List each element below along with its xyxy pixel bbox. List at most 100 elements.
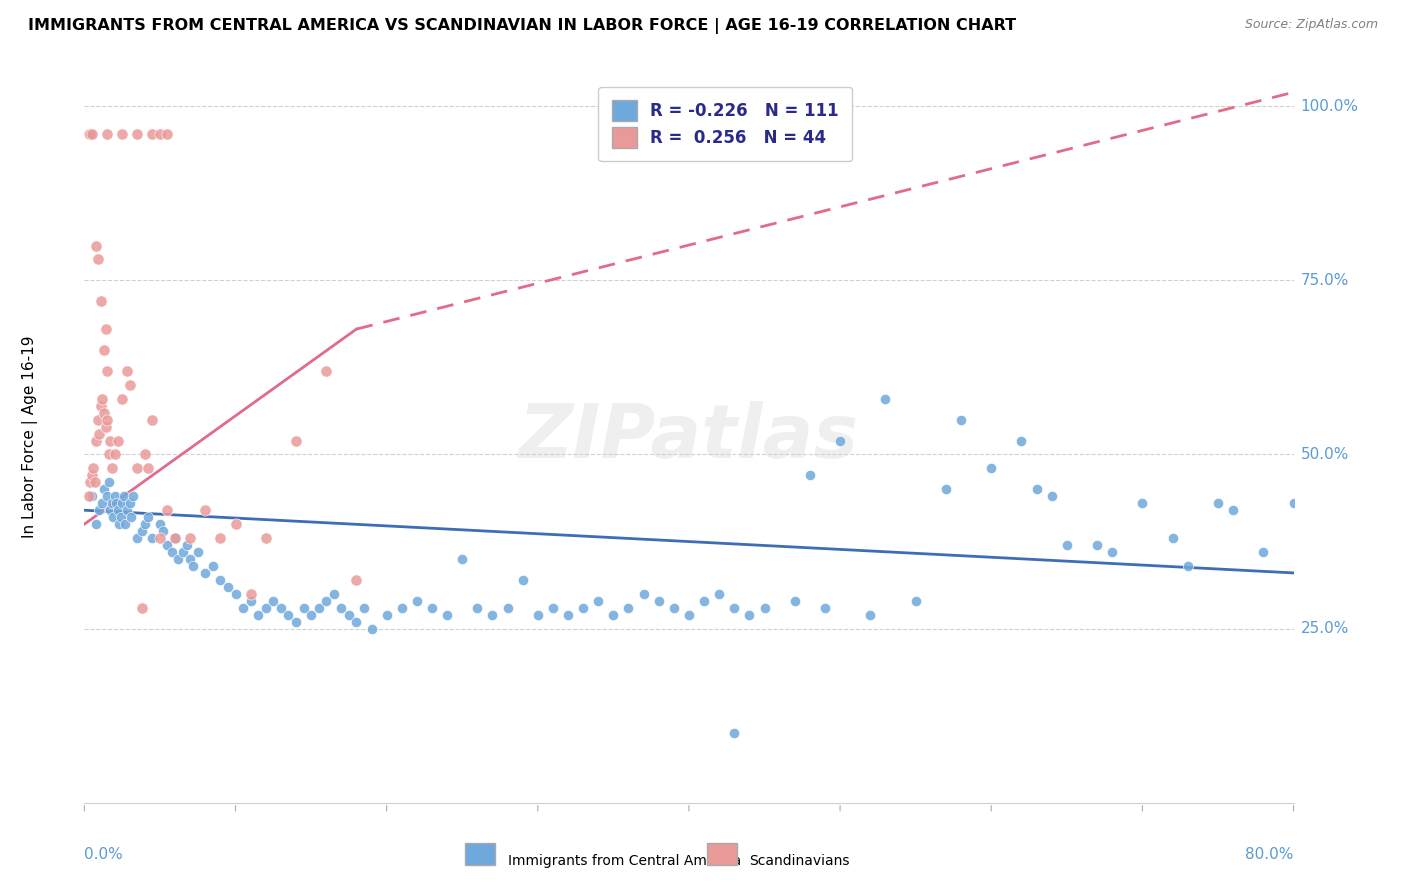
Point (330, 600, 353, 615)
Text: 50.0%: 50.0% (1301, 447, 1348, 462)
Point (149, 531, 172, 545)
Point (136, 461, 159, 475)
Point (108, 517, 131, 532)
Point (1056, 538, 1078, 552)
Point (90, 294, 112, 309)
Point (134, 448, 156, 462)
Point (118, 496, 141, 510)
Point (118, 377, 141, 392)
Point (90, 399, 112, 413)
Point (723, 600, 745, 615)
Point (285, 434, 308, 448)
Text: 25.0%: 25.0% (1301, 621, 1348, 636)
Point (496, 600, 519, 615)
Point (80, 468, 103, 483)
Point (346, 573, 368, 587)
Point (723, 726, 745, 740)
Point (96, 489, 118, 503)
Point (110, 510, 132, 524)
Point (93, 483, 115, 497)
Point (79, 127, 101, 141)
Point (111, 127, 134, 141)
Point (662, 600, 685, 615)
Text: 0.0%: 0.0% (84, 847, 124, 862)
Point (557, 607, 579, 622)
Point (86, 434, 108, 448)
Point (1085, 538, 1108, 552)
Point (152, 524, 174, 538)
Text: Scandinavians: Scandinavians (749, 854, 849, 868)
Point (875, 392, 897, 406)
Point (107, 434, 129, 448)
Point (1253, 545, 1275, 559)
Point (1177, 558, 1199, 573)
Point (436, 607, 458, 622)
Point (254, 600, 277, 615)
Point (209, 531, 232, 545)
Text: IMMIGRANTS FROM CENTRAL AMERICA VS SCANDINAVIAN IN LABOR FORCE | AGE 16-19 CORRE: IMMIGRANTS FROM CENTRAL AMERICA VS SCAND… (28, 18, 1017, 34)
Point (1282, 496, 1305, 510)
Point (420, 600, 443, 615)
Point (451, 552, 474, 566)
Point (93, 343, 115, 357)
Point (799, 468, 821, 483)
Point (127, 461, 149, 475)
Point (375, 607, 398, 622)
Point (225, 517, 247, 532)
Point (1101, 545, 1123, 559)
Point (160, 545, 183, 559)
Point (270, 600, 292, 615)
Point (167, 552, 190, 566)
Point (86, 238, 108, 252)
Point (94, 322, 117, 336)
Point (141, 412, 163, 426)
Point (678, 607, 700, 622)
Point (87, 412, 110, 426)
Point (165, 531, 187, 545)
Point (709, 587, 731, 601)
Point (950, 412, 973, 426)
Point (97, 448, 120, 462)
Point (481, 607, 503, 622)
Point (80, 489, 103, 503)
Point (104, 489, 127, 503)
Point (194, 566, 217, 580)
Point (239, 587, 262, 601)
Point (115, 364, 138, 378)
Point (859, 607, 882, 622)
Point (187, 545, 209, 559)
Text: In Labor Force | Age 16-19: In Labor Force | Age 16-19 (22, 335, 38, 539)
Point (82, 461, 104, 475)
Point (830, 434, 852, 448)
Point (322, 587, 344, 601)
Text: Source: ZipAtlas.com: Source: ZipAtlas.com (1244, 18, 1378, 31)
Point (353, 600, 375, 615)
Point (121, 489, 143, 503)
Point (141, 531, 163, 545)
Point (512, 573, 534, 587)
Point (904, 594, 927, 608)
Point (360, 622, 382, 636)
Point (77, 489, 100, 503)
Point (262, 594, 284, 608)
Point (114, 517, 136, 532)
Point (89, 503, 111, 517)
Point (100, 496, 122, 510)
Point (467, 600, 489, 615)
Point (115, 503, 138, 517)
Point (179, 552, 201, 566)
Point (94, 419, 117, 434)
Point (346, 615, 368, 629)
Point (131, 524, 153, 538)
Point (239, 594, 262, 608)
Point (209, 573, 232, 587)
Point (337, 607, 360, 622)
Point (588, 594, 610, 608)
Point (176, 538, 198, 552)
Point (104, 448, 127, 462)
Point (541, 600, 564, 615)
Point (602, 607, 624, 622)
Point (127, 127, 149, 141)
Point (156, 538, 179, 552)
Point (633, 587, 655, 601)
